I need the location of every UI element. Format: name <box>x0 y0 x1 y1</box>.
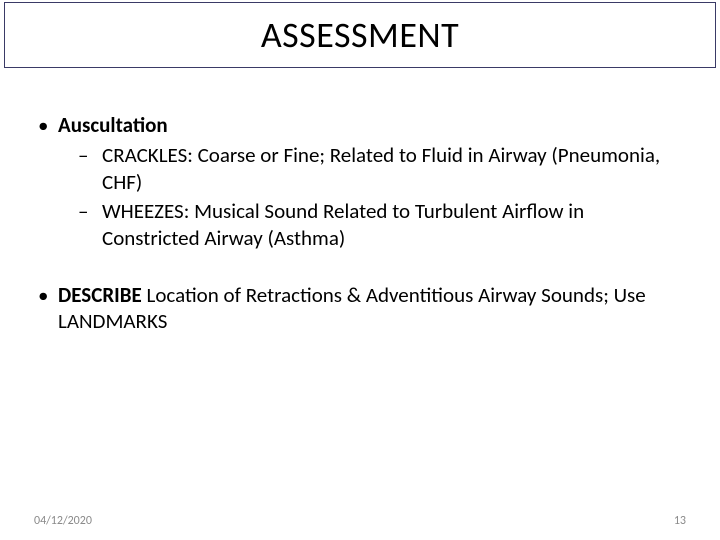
sub-bullet-1: CRACKLES: Coarse or Fine; Related to Flu… <box>76 142 686 196</box>
bullet-2: DESCRIBE Location of Retractions & Adven… <box>34 282 686 335</box>
sub-bullet-2: WHEEZES: Musical Sound Related to Turbul… <box>76 198 686 252</box>
bullet-1-heading: Auscultation <box>58 112 168 138</box>
slide-body: Auscultation CRACKLES: Coarse or Fine; R… <box>34 112 686 364</box>
footer-page: 13 <box>674 514 686 528</box>
bullet-2-rest: Location of Retractions & Adventitious A… <box>58 282 646 334</box>
bullet-list: Auscultation CRACKLES: Coarse or Fine; R… <box>34 112 686 334</box>
sub-bullet-list: CRACKLES: Coarse or Fine; Related to Flu… <box>58 142 686 252</box>
footer: 04/12/2020 13 <box>34 514 686 528</box>
bullet-1: Auscultation CRACKLES: Coarse or Fine; R… <box>34 112 686 252</box>
bullet-2-bold: DESCRIBE <box>58 282 142 308</box>
footer-date: 04/12/2020 <box>34 514 92 528</box>
slide: ASSESSMENT Auscultation CRACKLES: Coarse… <box>0 0 720 540</box>
title-box: ASSESSMENT <box>4 2 716 68</box>
slide-title: ASSESSMENT <box>261 13 459 57</box>
